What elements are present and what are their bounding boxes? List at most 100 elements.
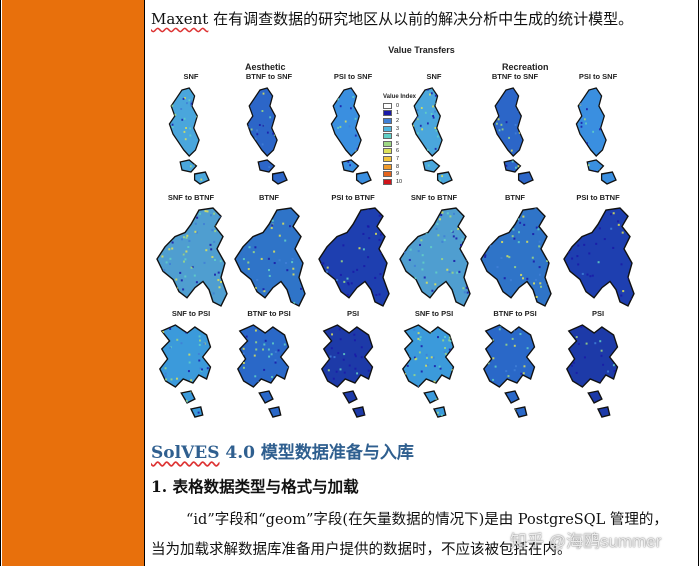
legend-item: 8 xyxy=(383,163,443,171)
watermark: 知乎 @海鸥summer xyxy=(510,532,662,551)
region-map xyxy=(330,87,372,185)
legend-swatch xyxy=(383,133,392,140)
region-map xyxy=(168,87,210,185)
panel-label: SNF to PSI xyxy=(414,309,454,318)
region-shape xyxy=(401,324,455,418)
region-shape xyxy=(158,324,212,418)
panel-label: PSI xyxy=(346,309,360,318)
region-shape xyxy=(411,87,453,185)
legend-item: 10 xyxy=(383,178,443,186)
legend-value: 6 xyxy=(396,148,400,155)
region-shape xyxy=(482,324,536,418)
panel-label: BTNF to SNF xyxy=(491,72,539,81)
region-map xyxy=(318,207,390,307)
legend-swatch xyxy=(383,155,392,162)
region-map xyxy=(234,207,306,307)
legend-item: 9 xyxy=(383,170,443,178)
paragraph-line-1: “id”字段和“geom”字段(在矢量数据的情况下)是由 PostgreSQL … xyxy=(186,512,668,528)
subsection-heading: 1. 表格数据类型与格式与加载 xyxy=(151,477,359,496)
region-map xyxy=(492,87,534,185)
region-map xyxy=(401,324,455,418)
region-shape xyxy=(399,207,471,307)
panel-label: BTNF xyxy=(505,193,525,202)
legend-value: 4 xyxy=(396,133,400,140)
region-map xyxy=(236,324,290,418)
region-map xyxy=(246,87,288,185)
region-map xyxy=(158,324,212,418)
legend-swatch xyxy=(383,178,392,185)
panel-label: SNF xyxy=(426,72,442,81)
group-title-recreation: Recreation xyxy=(502,62,549,72)
panel-label: BTNF to PSI xyxy=(493,309,537,318)
region-map xyxy=(482,324,536,418)
legend-swatch xyxy=(383,163,392,170)
legend-value: 9 xyxy=(396,171,400,178)
legend-item: 5 xyxy=(383,140,443,148)
legend-value: 3 xyxy=(396,125,400,132)
legend-item: 7 xyxy=(383,155,443,163)
panel-label: BTNF xyxy=(259,193,279,202)
region-shape xyxy=(234,207,306,307)
legend-value: 2 xyxy=(396,117,400,124)
region-map xyxy=(156,207,228,307)
region-map xyxy=(575,87,617,185)
legend-swatch xyxy=(383,125,392,132)
region-shape xyxy=(156,207,228,307)
region-shape xyxy=(563,207,635,307)
intro-rest: 在有调查数据的研究地区从以前的解决分析中生成的统计模型。 xyxy=(208,10,634,28)
region-map xyxy=(320,324,374,418)
paragraph-line-2: 当为加载求解数据库准备用户提供的数据时，不应该被包括在内。 xyxy=(151,542,572,558)
legend-item: 0 xyxy=(383,102,443,110)
panel-label: SNF xyxy=(183,72,199,81)
legend-item: 2 xyxy=(383,117,443,125)
legend-swatch xyxy=(383,148,392,155)
figure-title: Value Transfers xyxy=(388,45,455,55)
legend-swatch xyxy=(383,171,392,178)
legend-item: 6 xyxy=(383,148,443,156)
panel-label: PSI xyxy=(591,309,605,318)
panel-label: BTNF to PSI xyxy=(247,309,291,318)
region-map xyxy=(565,324,619,418)
region-shape xyxy=(492,87,534,185)
region-shape xyxy=(168,87,210,185)
legend-value: 10 xyxy=(396,178,403,185)
region-map xyxy=(411,87,453,185)
legend-value: 1 xyxy=(396,110,400,117)
legend-value: 8 xyxy=(396,163,400,170)
heading-rest: 4.0 模型数据准备与入库 xyxy=(219,443,414,463)
heading-underlined-word: SolVES xyxy=(151,443,220,463)
legend-item: 4 xyxy=(383,132,443,140)
legend-item: 1 xyxy=(383,110,443,118)
legend-swatch xyxy=(383,140,392,147)
legend-swatch xyxy=(383,110,392,117)
value-index-legend: Value Index 0 1 2 3 4 5 6 7 8 9 10 xyxy=(383,94,443,186)
panel-label: SNF to BTNF xyxy=(167,193,215,202)
region-map xyxy=(563,207,635,307)
legend-title: Value Index xyxy=(383,94,417,100)
legend-item: 3 xyxy=(383,125,443,133)
region-shape xyxy=(575,87,617,185)
panel-label: SNF to PSI xyxy=(171,309,211,318)
panel-label: PSI to BTNF xyxy=(576,193,620,202)
legend-value: 7 xyxy=(396,155,400,162)
document-content: Maxent 在有调查数据的研究地区从以前的解决分析中生成的统计模型。 Valu… xyxy=(145,0,698,566)
panel-label: SNF to BTNF xyxy=(410,193,458,202)
legend-swatch xyxy=(383,117,392,124)
region-shape xyxy=(565,324,619,418)
region-map xyxy=(399,207,471,307)
legend-value: 5 xyxy=(396,140,400,147)
intro-underlined-word: Maxent xyxy=(151,10,209,28)
panel-label: BTNF to SNF xyxy=(245,72,293,81)
value-transfer-figure: Value Transfers Aesthetic Recreation Val… xyxy=(145,38,698,430)
region-shape xyxy=(320,324,374,418)
region-shape xyxy=(246,87,288,185)
legend-value: 0 xyxy=(396,102,400,109)
panel-label: PSI to SNF xyxy=(578,72,618,81)
panel-label: PSI to SNF xyxy=(333,72,373,81)
region-shape xyxy=(318,207,390,307)
intro-text: Maxent 在有调查数据的研究地区从以前的解决分析中生成的统计模型。 xyxy=(151,8,633,29)
section-heading: SolVES 4.0 模型数据准备与入库 xyxy=(151,438,414,463)
group-title-aesthetic: Aesthetic xyxy=(245,62,286,72)
region-shape xyxy=(330,87,372,185)
